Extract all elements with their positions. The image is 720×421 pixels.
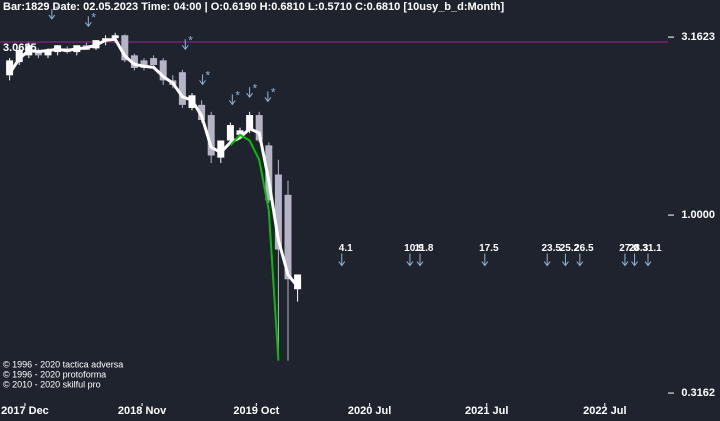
chart-title: Bar:1829 Date: 02.05.2023 Time: 04:00 | … (3, 1, 505, 13)
candle-body (274, 174, 282, 250)
candle-body (121, 35, 129, 61)
candle-body (207, 115, 215, 156)
x-tick-label: 2018 Nov (118, 405, 167, 417)
arrow-head (406, 261, 414, 267)
arrow-head (576, 261, 584, 267)
x-tick-label: 2019 Oct (233, 405, 279, 417)
arrow-head (246, 92, 253, 99)
candle-body (150, 58, 158, 66)
y-tick-label: 1.0000 (681, 209, 715, 221)
arrow-head (644, 261, 652, 267)
x-tick-label: 2022 Jul (583, 405, 626, 417)
candle-body (44, 49, 52, 56)
arrow-head (481, 261, 489, 267)
candle-body (265, 145, 273, 201)
candle-body (6, 60, 14, 76)
candle-body (236, 130, 244, 135)
arrow-head (199, 80, 206, 86)
arrow-head (228, 100, 236, 106)
arrow-head (543, 261, 551, 267)
candle-body (294, 274, 302, 290)
y-tick-label: 0.3162 (681, 387, 715, 399)
marker-label: * (271, 86, 276, 100)
arrow-head (621, 261, 629, 267)
annotation-label: 31.1 (642, 243, 662, 254)
candle-body (226, 125, 234, 141)
candle-body (15, 49, 23, 63)
marker-label: * (91, 10, 96, 24)
arrow-head (416, 261, 424, 267)
credit: © 2010 - 2020 skilful pro (3, 379, 101, 389)
candle-body (111, 35, 119, 39)
annotation-label: 26.5 (574, 243, 594, 254)
arrow-head (338, 261, 346, 267)
x-tick-label: 2020 Jul (348, 405, 391, 417)
x-tick-label: 2017 Dec (1, 405, 49, 417)
credit: © 1996 - 2020 tactica adversa (3, 359, 123, 369)
arrow-head (48, 14, 56, 20)
arrow-head (84, 21, 92, 28)
annotation-label: 11.8 (415, 243, 434, 254)
marker-label: * (253, 81, 258, 95)
candle-body (159, 60, 167, 81)
candle-body (198, 104, 206, 120)
annotation-label: 4.1 (339, 243, 353, 254)
x-tick-label: 2021 Jul (465, 405, 508, 417)
candle-body (246, 115, 254, 131)
candle-body (217, 140, 225, 158)
marker-label: * (206, 69, 211, 83)
y-tick-label: 3.1623 (681, 31, 715, 43)
candle-body (284, 194, 292, 280)
arrow-head (562, 261, 569, 267)
credit: © 1996 - 2020 protoforma (3, 369, 106, 379)
annotation-label: 27.0 (619, 243, 639, 254)
annotation-label: 23.5 (541, 243, 561, 254)
annotation-label: 17.5 (479, 243, 499, 254)
arrow-head (264, 97, 272, 103)
arrow-head (631, 261, 638, 267)
marker-label: * (188, 33, 193, 47)
annotation-label: 28.3 (629, 243, 649, 254)
candle-body (140, 60, 148, 68)
candle-body (130, 55, 138, 68)
marker-label: * (235, 89, 240, 103)
arrow-head (181, 44, 189, 51)
annotation-label: 10.9 (404, 243, 424, 254)
marker-label: * (55, 3, 60, 17)
projection-curve (229, 133, 280, 361)
candle-body (178, 72, 186, 105)
candle-body (255, 115, 263, 141)
average-line (8, 37, 299, 288)
annotation-label: 25.2 (560, 243, 580, 254)
